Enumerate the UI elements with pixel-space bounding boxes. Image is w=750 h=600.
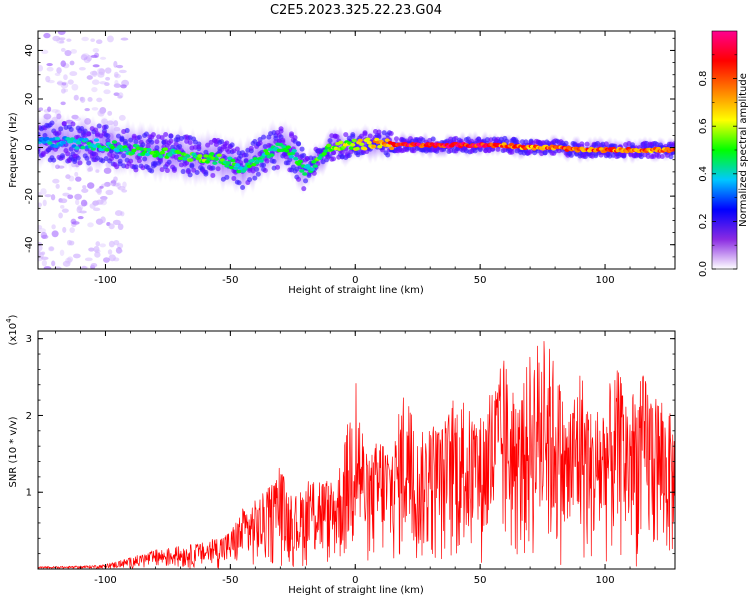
spectrogram-y-tick-label: 40 bbox=[24, 44, 35, 57]
colorbar-tick-label: 0.4 bbox=[698, 166, 709, 182]
spectrogram-x-tick-label: -100 bbox=[94, 275, 117, 286]
snr-ticks: -100 -50 0 50 100 1 2 3 bbox=[26, 331, 675, 586]
snr-scale-prefix: (x10 bbox=[8, 323, 19, 346]
spectrogram-x-tick-label: 100 bbox=[596, 275, 615, 286]
snr-frame bbox=[37, 330, 676, 570]
spectrogram-y-tick-label: -40 bbox=[24, 237, 35, 253]
spectrogram-x-axis-label: Height of straight line (km) bbox=[288, 285, 424, 296]
colorbar-tick-label: 0.6 bbox=[698, 118, 709, 134]
colorbar-tick-label: 0.2 bbox=[698, 213, 709, 229]
spectrogram-y-tick-label: 0 bbox=[24, 144, 35, 150]
spectrogram-frame bbox=[37, 30, 676, 270]
snr-x-tick-label: 0 bbox=[352, 575, 358, 586]
snr-x-axis-label: Height of straight line (km) bbox=[288, 585, 424, 596]
colorbar-gradient bbox=[712, 31, 737, 269]
colorbar-ticks: 0.0 0.2 0.4 0.6 0.8 bbox=[698, 54, 737, 277]
snr-scale-label: (x104) bbox=[5, 314, 19, 345]
colorbar-label: Normalized spectral amplitude bbox=[738, 73, 749, 227]
snr-panel: -100 -50 0 50 100 1 2 3 Height of straight line… bbox=[5, 314, 676, 596]
snr-x-tick-label: 100 bbox=[596, 575, 615, 586]
snr-y-axis-label: SNR (10 * v/v) bbox=[8, 416, 19, 487]
snr-series-line bbox=[38, 341, 675, 569]
spectrogram-panel: -100 -50 0 50 100 -40 -20 0 20 40 Height of strai… bbox=[8, 30, 676, 296]
snr-x-tick-label: -50 bbox=[222, 575, 238, 586]
snr-x-tick-label: -100 bbox=[94, 575, 117, 586]
snr-y-tick-label: 2 bbox=[26, 411, 32, 422]
chart-title: C2E5.2023.325.22.23.G04 bbox=[270, 3, 442, 18]
snr-x-tick-label: 50 bbox=[474, 575, 487, 586]
spectrogram-y-tick-label: -20 bbox=[24, 188, 35, 204]
snr-scale-exponent: 4 bbox=[5, 318, 13, 323]
snr-y-tick-label: 3 bbox=[26, 334, 32, 345]
colorbar-tick-label: 0.8 bbox=[698, 71, 709, 87]
snr-scale-suffix: ) bbox=[8, 314, 19, 318]
colorbar-tick-label: 0.0 bbox=[698, 261, 709, 277]
spectrogram-x-tick-label: 50 bbox=[474, 275, 487, 286]
spectrogram-y-tick-label: 20 bbox=[24, 93, 35, 106]
spectrogram-x-tick-label: 0 bbox=[352, 275, 358, 286]
colorbar: 0.0 0.2 0.4 0.6 0.8 Normalized spectral ampl… bbox=[698, 30, 749, 277]
spectrogram-heat-layer bbox=[38, 31, 675, 269]
snr-y-tick-label: 1 bbox=[26, 488, 32, 499]
spectrogram-y-axis-label: Frequency (Hz) bbox=[8, 112, 19, 188]
spectrogram-ticks: -100 -50 0 50 100 -40 -20 0 20 40 bbox=[24, 31, 675, 286]
spectrogram-x-tick-label: -50 bbox=[222, 275, 238, 286]
